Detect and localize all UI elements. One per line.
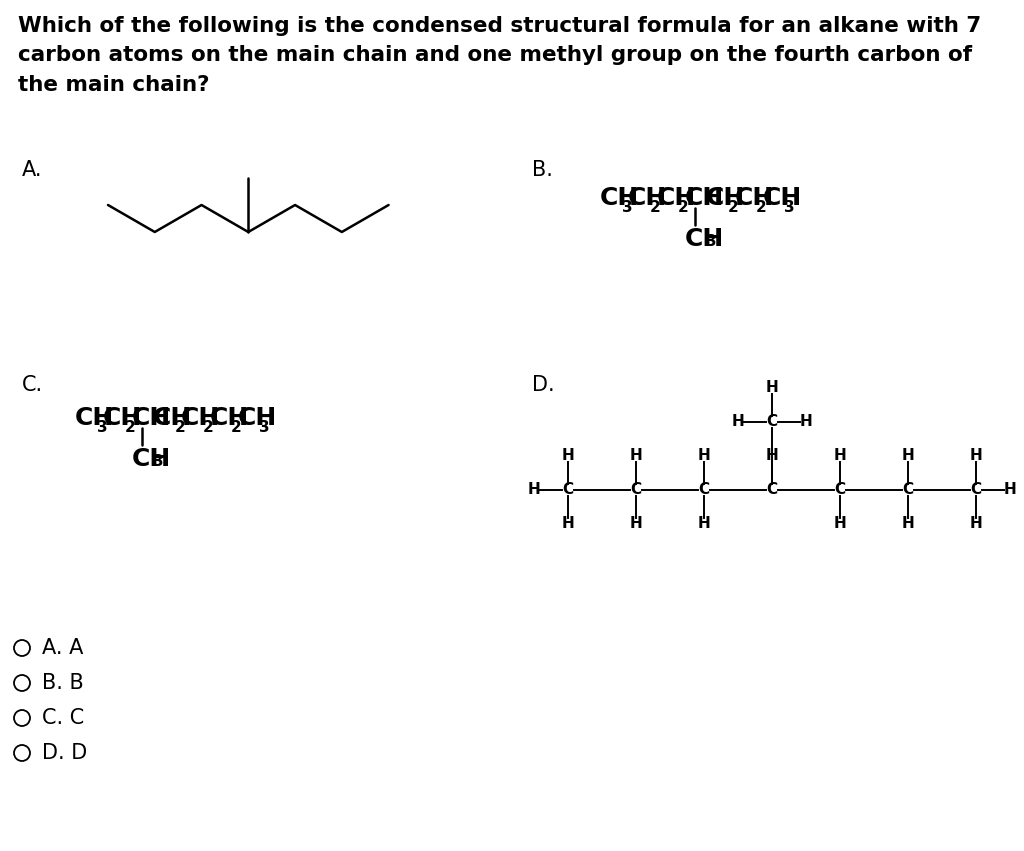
Text: the main chain?: the main chain? bbox=[18, 75, 210, 95]
Text: C: C bbox=[698, 483, 710, 498]
Text: H: H bbox=[800, 414, 812, 430]
Text: CH: CH bbox=[131, 406, 171, 430]
Text: H: H bbox=[731, 414, 744, 430]
Text: CH: CH bbox=[707, 186, 745, 210]
Text: CH: CH bbox=[75, 406, 115, 430]
Text: C.: C. bbox=[22, 375, 43, 395]
Text: C: C bbox=[766, 414, 777, 430]
Text: 3: 3 bbox=[622, 200, 632, 215]
Text: CH: CH bbox=[628, 186, 668, 210]
Text: CH: CH bbox=[763, 186, 802, 210]
Text: H: H bbox=[834, 448, 847, 464]
Text: H: H bbox=[630, 517, 642, 532]
Text: CH: CH bbox=[131, 447, 171, 471]
Text: CH: CH bbox=[209, 406, 249, 430]
Text: 2: 2 bbox=[125, 420, 135, 435]
Text: H: H bbox=[901, 517, 914, 532]
Text: CH: CH bbox=[734, 186, 774, 210]
Text: 2: 2 bbox=[175, 420, 185, 435]
Text: 3: 3 bbox=[259, 420, 270, 435]
Text: D.: D. bbox=[532, 375, 555, 395]
Text: 2: 2 bbox=[650, 200, 660, 215]
Text: H: H bbox=[970, 448, 982, 464]
Text: C: C bbox=[835, 483, 846, 498]
Text: CH: CH bbox=[600, 186, 639, 210]
Text: CH: CH bbox=[153, 406, 193, 430]
Text: D. D: D. D bbox=[42, 743, 87, 763]
Text: C: C bbox=[971, 483, 982, 498]
Text: 2: 2 bbox=[231, 420, 242, 435]
Text: 3: 3 bbox=[153, 454, 164, 469]
Text: H: H bbox=[527, 483, 541, 498]
Text: B. B: B. B bbox=[42, 673, 84, 693]
Text: H: H bbox=[766, 380, 778, 396]
Text: H: H bbox=[1004, 483, 1017, 498]
Text: C: C bbox=[766, 483, 777, 498]
Text: 2: 2 bbox=[756, 200, 767, 215]
Text: Which of the following is the condensed structural formula for an alkane with 7: Which of the following is the condensed … bbox=[18, 16, 981, 36]
Text: H: H bbox=[697, 448, 711, 464]
Text: A. A: A. A bbox=[42, 638, 83, 658]
Text: C: C bbox=[902, 483, 913, 498]
Text: CH: CH bbox=[181, 406, 220, 430]
Text: H: H bbox=[561, 448, 574, 464]
Text: 3: 3 bbox=[784, 200, 795, 215]
Text: C. C: C. C bbox=[42, 708, 84, 728]
Text: H: H bbox=[834, 517, 847, 532]
Text: CH: CH bbox=[685, 186, 724, 210]
Text: C: C bbox=[562, 483, 573, 498]
Text: C: C bbox=[631, 483, 642, 498]
Text: 2: 2 bbox=[203, 420, 214, 435]
Text: 3: 3 bbox=[96, 420, 108, 435]
Text: H: H bbox=[901, 448, 914, 464]
Text: H: H bbox=[970, 517, 982, 532]
Text: A.: A. bbox=[22, 160, 43, 180]
Text: CH: CH bbox=[103, 406, 142, 430]
Text: H: H bbox=[630, 448, 642, 464]
Text: 2: 2 bbox=[678, 200, 689, 215]
Text: H: H bbox=[766, 448, 778, 464]
Text: H: H bbox=[561, 517, 574, 532]
Text: 2: 2 bbox=[728, 200, 738, 215]
Text: B.: B. bbox=[532, 160, 553, 180]
Text: carbon atoms on the main chain and one methyl group on the fourth carbon of: carbon atoms on the main chain and one m… bbox=[18, 45, 972, 66]
Text: H: H bbox=[697, 517, 711, 532]
Text: 3: 3 bbox=[707, 234, 717, 249]
Text: CH: CH bbox=[656, 186, 695, 210]
Text: CH: CH bbox=[238, 406, 276, 430]
Text: CH: CH bbox=[685, 227, 724, 251]
